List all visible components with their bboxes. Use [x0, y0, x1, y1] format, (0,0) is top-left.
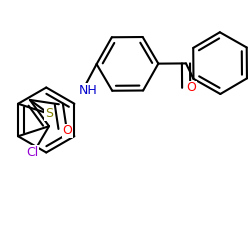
- Text: Cl: Cl: [26, 146, 39, 159]
- Text: S: S: [45, 107, 53, 120]
- Text: NH: NH: [78, 84, 97, 97]
- Text: O: O: [62, 124, 72, 137]
- Text: O: O: [186, 81, 196, 94]
